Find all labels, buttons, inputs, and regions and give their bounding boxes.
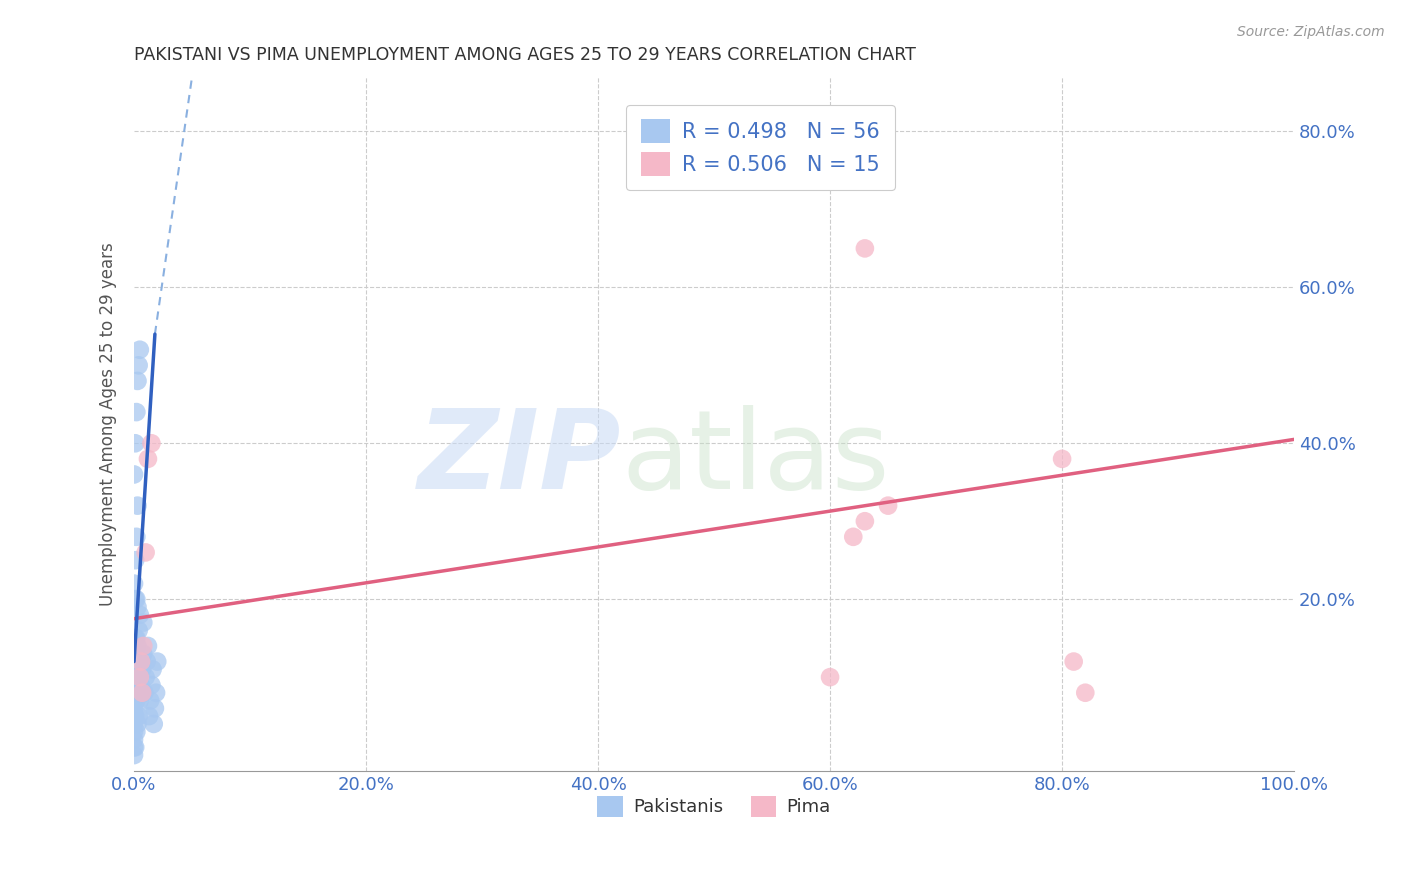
Point: [132, 615, 155, 630]
Point: [842, 530, 865, 544]
Point: [132, 639, 155, 653]
Text: atlas: atlas: [621, 405, 890, 512]
Point: [142, 717, 165, 731]
Point: [128, 607, 150, 622]
Point: [124, 740, 146, 755]
Point: [128, 670, 150, 684]
Point: [146, 655, 169, 669]
Point: [125, 724, 148, 739]
Point: [128, 624, 150, 638]
Point: [122, 717, 145, 731]
Y-axis label: Unemployment Among Ages 25 to 29 years: Unemployment Among Ages 25 to 29 years: [100, 242, 117, 606]
Point: [129, 678, 152, 692]
Point: [135, 655, 157, 669]
Point: [124, 436, 146, 450]
Point: [141, 678, 163, 692]
Text: Source: ZipAtlas.com: Source: ZipAtlas.com: [1237, 25, 1385, 39]
Point: [124, 631, 146, 645]
Point: [128, 693, 150, 707]
Point: [1074, 686, 1097, 700]
Point: [127, 374, 149, 388]
Point: [853, 241, 876, 255]
Point: [1063, 655, 1085, 669]
Point: [122, 576, 145, 591]
Point: [122, 467, 145, 482]
Point: [125, 662, 148, 676]
Point: [131, 686, 153, 700]
Point: [136, 639, 159, 653]
Point: [135, 670, 157, 684]
Point: [122, 748, 145, 763]
Point: [124, 709, 146, 723]
Point: [122, 701, 145, 715]
Point: [853, 514, 876, 528]
Point: [139, 693, 162, 707]
Point: [134, 686, 156, 700]
Point: [122, 732, 145, 747]
Point: [125, 631, 148, 645]
Point: [131, 662, 153, 676]
Point: [125, 693, 148, 707]
Point: [122, 740, 145, 755]
Text: PAKISTANI VS PIMA UNEMPLOYMENT AMONG AGES 25 TO 29 YEARS CORRELATION CHART: PAKISTANI VS PIMA UNEMPLOYMENT AMONG AGE…: [134, 46, 915, 64]
Point: [125, 530, 148, 544]
Point: [127, 717, 149, 731]
Point: [818, 670, 841, 684]
Point: [129, 655, 152, 669]
Point: [128, 670, 150, 684]
Point: [142, 662, 165, 676]
Point: [127, 499, 149, 513]
Point: [122, 709, 145, 723]
Point: [135, 545, 157, 559]
Legend: Pakistanis, Pima: Pakistanis, Pima: [591, 789, 838, 824]
Point: [138, 709, 160, 723]
Point: [132, 647, 155, 661]
Point: [125, 405, 148, 419]
Point: [125, 592, 148, 607]
Point: [128, 343, 150, 357]
Point: [124, 670, 146, 684]
Point: [141, 436, 163, 450]
Point: [122, 693, 145, 707]
Point: [122, 724, 145, 739]
Point: [143, 701, 166, 715]
Point: [128, 709, 150, 723]
Point: [127, 639, 149, 653]
Point: [128, 655, 150, 669]
Point: [122, 686, 145, 700]
Point: [124, 592, 146, 607]
Point: [122, 678, 145, 692]
Point: [145, 686, 167, 700]
Text: ZIP: ZIP: [418, 405, 621, 512]
Point: [127, 686, 149, 700]
Point: [136, 451, 159, 466]
Point: [1050, 451, 1073, 466]
Point: [127, 599, 149, 614]
Point: [877, 499, 900, 513]
Point: [124, 553, 146, 567]
Point: [128, 359, 150, 373]
